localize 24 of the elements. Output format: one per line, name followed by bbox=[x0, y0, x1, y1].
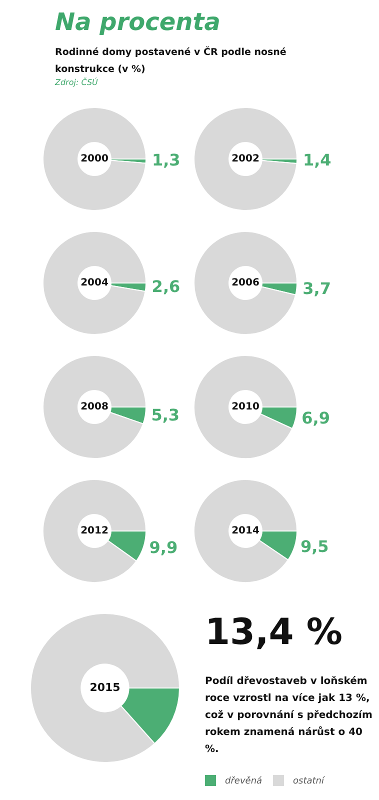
text: 2004 bbox=[80, 278, 108, 289]
text: 2006 bbox=[232, 278, 260, 289]
legend-label: dřevěná bbox=[225, 775, 263, 786]
text: 2008 bbox=[80, 402, 108, 413]
data-label: 1,4 bbox=[302, 150, 332, 170]
legend-label: ostatní bbox=[293, 775, 326, 786]
data-label: 2,6 bbox=[152, 276, 180, 296]
text: 2002 bbox=[232, 154, 260, 165]
text: 2015 bbox=[90, 680, 120, 694]
data-label: 5,3 bbox=[151, 406, 180, 425]
text: 13,4 % bbox=[205, 611, 342, 655]
text: 2012 bbox=[80, 526, 108, 537]
text: Rodinné domy postavené v ČR podle nosné konstrukce (v %) bbox=[55, 45, 288, 77]
text: 2014 bbox=[232, 526, 260, 537]
text: Zdroj: ČSÚ bbox=[55, 78, 99, 87]
text: 2010 bbox=[232, 402, 260, 413]
data-label: 6,9 bbox=[302, 408, 330, 428]
data-label: 3,7 bbox=[302, 278, 331, 298]
text: 2000 bbox=[80, 154, 108, 165]
text: Na procenta bbox=[55, 7, 222, 36]
text: Podíl dřevostaveb v loňském roce vzrostl na více jak 13 %, což v porovnání s předchozím rokem znamená nárůst o 40 %. bbox=[205, 675, 374, 757]
data-label: 9,5 bbox=[300, 537, 329, 556]
data-label: 1,3 bbox=[152, 150, 180, 170]
data-label: 9,9 bbox=[149, 538, 178, 557]
